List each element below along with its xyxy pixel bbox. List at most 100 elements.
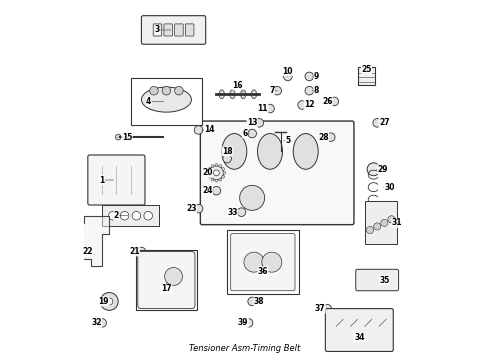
Circle shape xyxy=(248,297,256,306)
Text: 19: 19 xyxy=(98,297,109,306)
Circle shape xyxy=(330,97,339,106)
Text: 2: 2 xyxy=(114,211,119,220)
Text: 15: 15 xyxy=(122,132,132,141)
Circle shape xyxy=(305,86,314,95)
FancyBboxPatch shape xyxy=(365,202,397,244)
Circle shape xyxy=(109,211,117,220)
Text: 6: 6 xyxy=(243,129,247,138)
Circle shape xyxy=(381,219,388,226)
Circle shape xyxy=(214,170,220,176)
Text: Tensioner Asm-Timing Belt: Tensioner Asm-Timing Belt xyxy=(189,344,301,353)
Text: 23: 23 xyxy=(186,204,196,213)
Ellipse shape xyxy=(293,134,318,169)
Circle shape xyxy=(215,163,218,166)
Circle shape xyxy=(255,118,264,127)
Text: 28: 28 xyxy=(318,132,329,141)
Text: 7: 7 xyxy=(269,86,274,95)
FancyBboxPatch shape xyxy=(356,269,398,291)
Text: 26: 26 xyxy=(322,97,332,106)
Circle shape xyxy=(137,247,146,256)
Text: 39: 39 xyxy=(238,318,248,327)
FancyBboxPatch shape xyxy=(227,230,298,294)
Circle shape xyxy=(284,72,292,81)
Circle shape xyxy=(388,216,395,223)
Circle shape xyxy=(98,319,106,327)
Text: 21: 21 xyxy=(129,247,140,256)
Circle shape xyxy=(165,267,182,285)
Text: 38: 38 xyxy=(254,297,265,306)
FancyBboxPatch shape xyxy=(200,121,354,225)
Circle shape xyxy=(144,211,152,220)
Text: 29: 29 xyxy=(377,165,388,174)
Text: 4: 4 xyxy=(146,97,151,106)
Text: 33: 33 xyxy=(227,208,238,217)
Text: 34: 34 xyxy=(354,333,365,342)
FancyBboxPatch shape xyxy=(138,251,195,309)
FancyBboxPatch shape xyxy=(164,24,172,36)
Circle shape xyxy=(100,293,118,310)
Circle shape xyxy=(305,72,314,81)
FancyBboxPatch shape xyxy=(231,234,295,291)
FancyBboxPatch shape xyxy=(131,78,202,125)
Ellipse shape xyxy=(251,90,257,99)
Circle shape xyxy=(219,165,222,167)
Text: 17: 17 xyxy=(161,284,172,293)
Text: 25: 25 xyxy=(361,65,371,74)
Circle shape xyxy=(209,166,223,180)
Circle shape xyxy=(273,86,281,95)
Text: 16: 16 xyxy=(233,81,243,90)
Circle shape xyxy=(248,129,256,138)
Circle shape xyxy=(194,204,203,213)
Text: 1: 1 xyxy=(99,176,105,185)
Circle shape xyxy=(367,163,380,176)
Text: 13: 13 xyxy=(247,118,257,127)
Circle shape xyxy=(211,178,214,181)
Circle shape xyxy=(262,252,282,272)
Circle shape xyxy=(207,171,210,174)
Circle shape xyxy=(222,175,224,178)
Text: 14: 14 xyxy=(204,126,215,135)
Circle shape xyxy=(373,223,381,230)
Circle shape xyxy=(208,175,211,178)
Circle shape xyxy=(211,165,214,167)
FancyBboxPatch shape xyxy=(136,249,197,310)
Circle shape xyxy=(326,133,335,141)
FancyBboxPatch shape xyxy=(174,24,183,36)
Circle shape xyxy=(219,178,222,181)
Text: 10: 10 xyxy=(283,67,293,76)
Circle shape xyxy=(212,186,220,195)
Text: 9: 9 xyxy=(314,72,319,81)
FancyBboxPatch shape xyxy=(88,155,145,205)
Circle shape xyxy=(373,118,381,127)
FancyBboxPatch shape xyxy=(153,24,162,36)
Text: 27: 27 xyxy=(379,118,390,127)
Circle shape xyxy=(223,171,226,174)
Text: 18: 18 xyxy=(222,147,232,156)
Text: 32: 32 xyxy=(92,318,102,327)
Text: 11: 11 xyxy=(258,104,268,113)
Text: 5: 5 xyxy=(285,136,291,145)
Circle shape xyxy=(298,101,306,109)
Text: 24: 24 xyxy=(202,186,213,195)
Circle shape xyxy=(132,211,141,220)
Text: 30: 30 xyxy=(385,183,395,192)
FancyBboxPatch shape xyxy=(185,24,194,36)
Circle shape xyxy=(323,304,331,313)
Circle shape xyxy=(162,86,171,95)
Ellipse shape xyxy=(142,87,192,112)
FancyBboxPatch shape xyxy=(142,16,206,44)
Circle shape xyxy=(244,252,264,272)
Circle shape xyxy=(106,298,113,305)
Circle shape xyxy=(121,211,129,220)
Circle shape xyxy=(245,319,253,327)
Circle shape xyxy=(237,208,245,216)
Circle shape xyxy=(149,86,158,95)
Ellipse shape xyxy=(219,90,224,99)
Circle shape xyxy=(222,167,224,170)
Ellipse shape xyxy=(241,90,246,99)
Circle shape xyxy=(174,86,183,95)
Text: 20: 20 xyxy=(202,168,213,177)
FancyBboxPatch shape xyxy=(325,309,393,351)
Circle shape xyxy=(115,134,121,140)
Text: 36: 36 xyxy=(258,267,268,276)
